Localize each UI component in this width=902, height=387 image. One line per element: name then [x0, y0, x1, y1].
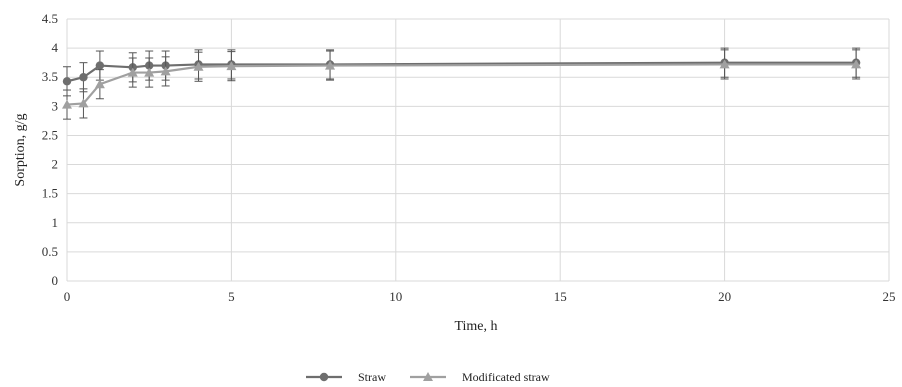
x-tick-label: 10: [389, 289, 402, 304]
data-point: [226, 61, 237, 71]
y-tick-label: 3: [52, 98, 59, 113]
data-point: [193, 61, 204, 71]
data-point: [78, 98, 89, 108]
data-point: [160, 66, 171, 76]
data-point: [719, 59, 730, 69]
y-axis-label: Sorption, g/g: [13, 113, 28, 186]
data-point: [851, 59, 862, 69]
data-point: [127, 67, 138, 77]
legend-label: Straw: [358, 370, 386, 384]
series-straw: [62, 47, 861, 97]
y-tick-label: 1.5: [42, 186, 58, 201]
y-tick-label: 1: [52, 215, 59, 230]
y-tick-label: 0: [52, 273, 59, 288]
y-tick-label: 4.5: [42, 11, 58, 26]
data-point: [325, 60, 336, 70]
y-tick-label: 0.5: [42, 244, 58, 259]
legend-item: Straw: [306, 370, 386, 384]
y-tick-label: 4: [52, 40, 59, 55]
data-point: [95, 61, 105, 70]
x-tick-label: 0: [64, 289, 71, 304]
data-point: [62, 99, 72, 109]
data-point: [144, 67, 155, 77]
x-axis-ticks: 0 5 10 15 20 25: [64, 289, 896, 304]
legend-marker: [319, 372, 329, 382]
x-tick-label: 25: [883, 289, 896, 304]
data-point: [94, 79, 105, 89]
gridlines: [66, 18, 890, 282]
x-tick-label: 5: [228, 289, 235, 304]
y-tick-label: 2.5: [42, 127, 58, 142]
x-axis-label: Time, h: [454, 319, 497, 334]
data-point: [62, 77, 72, 86]
y-tick-label: 3.5: [42, 69, 58, 84]
legend-item: Modificated straw: [410, 370, 550, 384]
legend-label: Modificated straw: [462, 370, 550, 384]
x-tick-label: 15: [554, 289, 567, 304]
y-tick-label: 2: [52, 157, 59, 172]
series-layer: [62, 47, 862, 120]
data-point: [79, 73, 88, 82]
legend: Straw Modificated straw: [306, 370, 550, 384]
series-line: [66, 63, 857, 106]
x-tick-label: 20: [718, 289, 731, 304]
y-axis-ticks: 0 0.5 1 1.5 2 2.5 3 3.5 4 4.5: [42, 11, 59, 288]
legend-marker: [423, 372, 433, 381]
series-modificated-straw: [62, 49, 862, 120]
